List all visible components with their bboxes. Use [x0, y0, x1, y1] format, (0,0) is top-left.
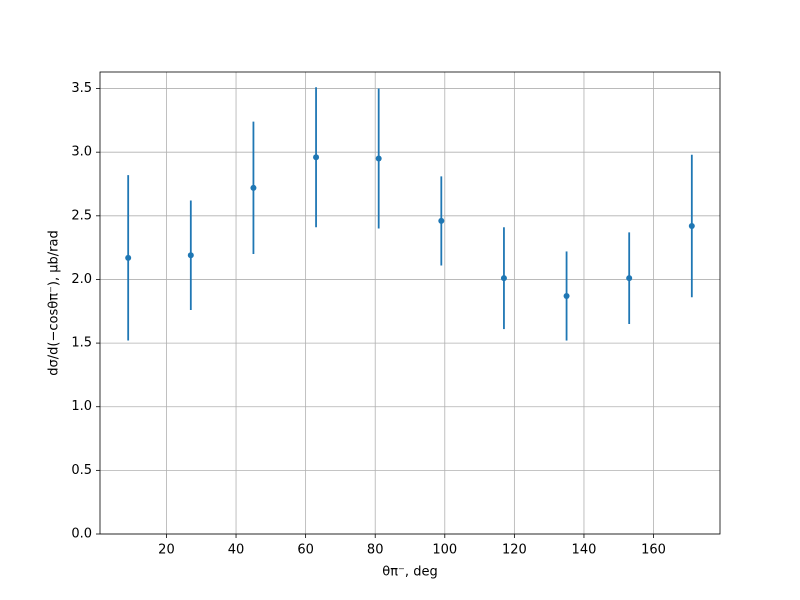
data-point	[438, 217, 445, 224]
y-tick-label: 3.0	[71, 145, 92, 160]
x-tick-label: 20	[158, 543, 175, 558]
y-tick-label: 2.5	[71, 208, 92, 223]
x-tick-label: 80	[367, 543, 384, 558]
data-point	[375, 155, 382, 162]
y-tick-label: 1.5	[71, 336, 92, 351]
data-point	[563, 293, 570, 299]
data-point	[187, 252, 194, 259]
data-point	[500, 275, 507, 282]
data-point	[313, 154, 320, 161]
y-tick-label: 0.0	[71, 527, 92, 542]
x-tick-label: 160	[641, 543, 666, 558]
y-tick-label: 1.0	[71, 399, 92, 414]
x-tick-label: 40	[228, 543, 245, 558]
data-point	[688, 223, 695, 229]
y-tick-label: 3.5	[71, 81, 92, 96]
x-tick-label: 140	[572, 543, 597, 558]
data-point	[125, 254, 132, 261]
x-tick-label: 120	[502, 543, 527, 558]
y-axis-label: dσ/d(−cosθπ⁻), μb/rad	[47, 230, 62, 375]
y-tick-label: 2.0	[71, 272, 92, 287]
y-tick-label: 0.5	[71, 463, 92, 478]
x-tick-label: 100	[432, 543, 457, 558]
plot-frame	[99, 71, 721, 535]
x-tick-label: 60	[297, 543, 314, 558]
x-axis-label: θπ⁻, deg	[382, 565, 437, 580]
data-point	[626, 275, 633, 282]
data-point	[250, 184, 257, 191]
